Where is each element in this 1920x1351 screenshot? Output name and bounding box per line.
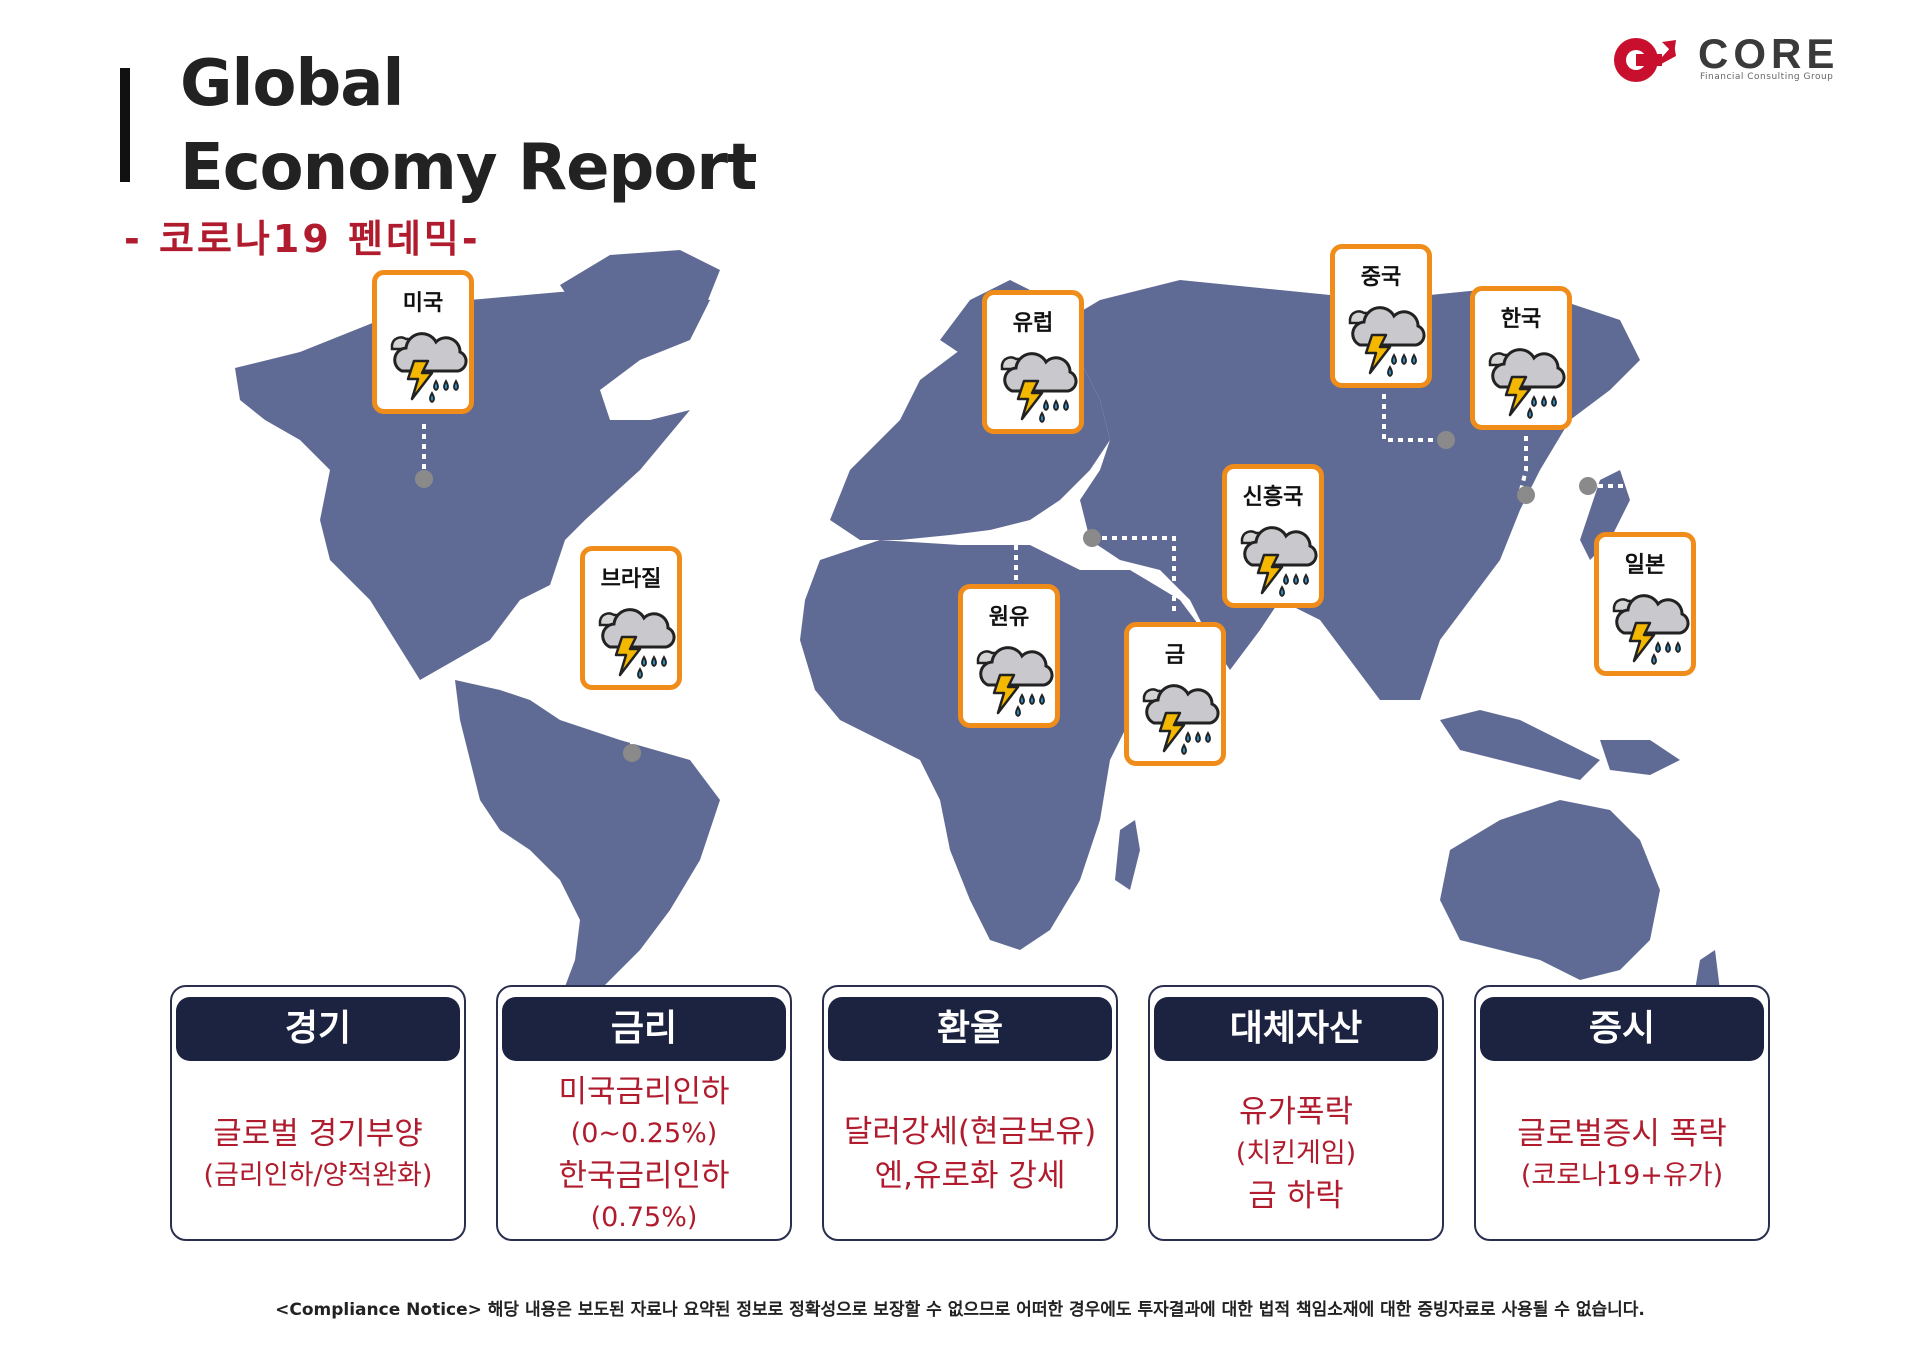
panel-line: 글로벌 경기부양 — [213, 1116, 423, 1152]
panel-line: (치킨게임) — [1235, 1138, 1357, 1169]
panel-body: 미국금리인하 (0~0.25%) 한국금리인하 (0.75%) — [498, 1073, 790, 1235]
logo-tagline: Financial Consulting Group — [1700, 72, 1834, 82]
core-logo: CORE Financial Consulting Group — [1610, 28, 1850, 88]
location-dot-middle-east — [1083, 529, 1101, 547]
core-logo-icon — [1614, 38, 1676, 82]
panel-economy: 경기 글로벌 경기부양 (금리인하/양적완화) — [170, 985, 466, 1241]
marker-card-emerging: 신흥국 — [1222, 464, 1324, 608]
marker-label: 일본 — [1624, 553, 1666, 578]
panel-line: 한국금리인하 — [558, 1158, 730, 1194]
panel-exchange-rate: 환율 달러강세(현금보유) 엔,유로화 강세 — [822, 985, 1118, 1241]
thunderstorm-icon — [976, 646, 1054, 718]
marker-card-japan: 일본 — [1594, 532, 1696, 676]
marker-card-europe: 유럽 — [982, 290, 1084, 434]
marker-label: 원유 — [988, 605, 1030, 630]
panel-line: (코로나19+유가) — [1520, 1160, 1724, 1191]
title-line-2: Economy Report — [180, 131, 757, 205]
marker-label: 신흥국 — [1242, 485, 1304, 510]
location-dot-japan — [1579, 477, 1597, 495]
panel-line: (0.75%) — [590, 1202, 698, 1233]
panel-line: (금리인하/양적완화) — [203, 1160, 433, 1191]
marker-card-korea: 한국 — [1470, 286, 1572, 430]
panel-line: 미국금리인하 — [558, 1074, 730, 1110]
japan-landmass — [1580, 470, 1630, 560]
panel-alternative-assets: 대체자산 유가폭락 (치킨게임) 금 하락 — [1148, 985, 1444, 1241]
panel-header: 증시 — [1480, 997, 1764, 1061]
panel-header: 금리 — [502, 997, 786, 1061]
thunderstorm-icon — [598, 608, 676, 680]
marker-card-oil: 원유 — [958, 584, 1060, 728]
marker-card-gold: 금 — [1124, 622, 1226, 766]
connector-oil — [1014, 536, 1090, 580]
marker-label: 브라질 — [600, 567, 662, 592]
panel-line: 금 하락 — [1248, 1178, 1344, 1214]
connector-gold — [1092, 536, 1176, 616]
panel-line: 달러강세(현금보유) — [843, 1114, 1097, 1150]
marker-card-usa: 미국 — [372, 270, 474, 414]
panel-header: 환율 — [828, 997, 1112, 1061]
panel-line: 글로벌증시 폭락 — [1517, 1116, 1727, 1152]
north-america-landmass — [235, 288, 710, 680]
location-dot-china — [1437, 431, 1455, 449]
marker-label: 금 — [1164, 643, 1186, 668]
panel-body: 글로벌증시 폭락 (코로나19+유가) — [1476, 1073, 1768, 1235]
thunderstorm-icon — [1488, 348, 1566, 420]
connector-china — [1382, 394, 1446, 442]
marker-label: 중국 — [1360, 265, 1402, 290]
thunderstorm-icon — [390, 332, 468, 404]
thunderstorm-icon — [1612, 594, 1690, 666]
thunderstorm-icon — [1240, 526, 1318, 598]
panel-body: 글로벌 경기부양 (금리인하/양적완화) — [172, 1073, 464, 1235]
page-subtitle: - 코로나19 펜데믹- — [124, 217, 481, 261]
title-accent-bar — [120, 68, 130, 182]
panel-header: 대체자산 — [1154, 997, 1438, 1061]
new-guinea-landmass — [1600, 740, 1680, 775]
logo-wordmark: CORE — [1698, 30, 1840, 77]
panel-line: 엔,유로화 강세 — [874, 1158, 1066, 1194]
southeast-asia-islands — [1440, 710, 1600, 780]
compliance-notice: <Compliance Notice> 해당 내용은 보도된 자료나 요약된 정… — [275, 1300, 1645, 1320]
thunderstorm-icon — [1000, 352, 1078, 424]
thunderstorm-icon — [1348, 306, 1426, 378]
location-dot-brazil — [623, 744, 641, 762]
panel-stock-market: 증시 글로벌증시 폭락 (코로나19+유가) — [1474, 985, 1770, 1241]
location-dot-usa — [415, 470, 433, 488]
title-line-1: Global — [180, 47, 404, 121]
marker-label: 미국 — [402, 291, 444, 316]
panel-header: 경기 — [176, 997, 460, 1061]
panel-line: (0~0.25%) — [570, 1118, 718, 1149]
marker-card-brazil: 브라질 — [580, 546, 682, 690]
australia-landmass — [1440, 800, 1660, 980]
south-america-landmass — [455, 680, 720, 1010]
greenland-landmass — [560, 250, 720, 345]
madagascar-landmass — [1115, 820, 1140, 890]
thunderstorm-icon — [1142, 684, 1220, 756]
panel-line: 유가폭락 — [1238, 1094, 1354, 1130]
marker-card-china: 중국 — [1330, 244, 1432, 388]
panel-interest-rate: 금리 미국금리인하 (0~0.25%) 한국금리인하 (0.75%) — [496, 985, 792, 1241]
panel-body: 달러강세(현금보유) 엔,유로화 강세 — [824, 1073, 1116, 1235]
location-dot-korea — [1517, 486, 1535, 504]
connector-japan — [1588, 484, 1648, 530]
marker-label: 한국 — [1500, 307, 1542, 332]
page-title: Global Economy Report — [180, 42, 757, 210]
marker-label: 유럽 — [1012, 311, 1054, 336]
panel-body: 유가폭락 (치킨게임) 금 하락 — [1150, 1073, 1442, 1235]
